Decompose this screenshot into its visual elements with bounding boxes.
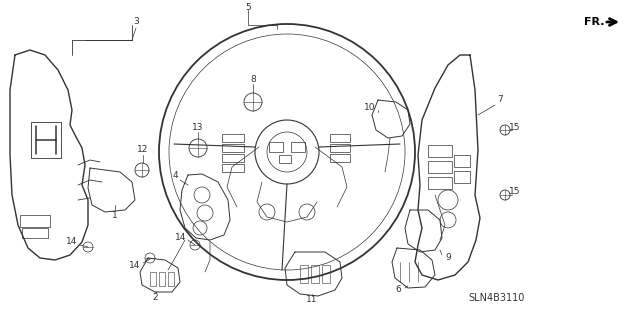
Text: 14: 14	[129, 261, 141, 270]
Text: 13: 13	[192, 122, 204, 131]
Bar	[31, 122, 61, 158]
Bar	[279, 155, 291, 163]
Bar	[222, 154, 244, 162]
Bar	[322, 265, 330, 283]
Bar	[150, 272, 156, 286]
Bar	[330, 134, 350, 142]
Text: 1: 1	[112, 211, 118, 219]
Text: 5: 5	[245, 3, 251, 11]
Bar	[22, 228, 48, 238]
Text: 8: 8	[250, 76, 256, 85]
Text: 14: 14	[175, 234, 187, 242]
Bar	[454, 171, 470, 183]
Bar	[428, 177, 452, 189]
Text: 6: 6	[395, 286, 401, 294]
Text: 11: 11	[307, 295, 317, 305]
Text: 12: 12	[138, 145, 148, 154]
Bar	[159, 272, 165, 286]
Bar	[454, 155, 470, 167]
Bar	[291, 142, 305, 152]
Bar	[428, 145, 452, 157]
Bar	[222, 134, 244, 142]
Text: 7: 7	[497, 95, 503, 105]
Text: 4: 4	[172, 172, 178, 181]
Bar	[222, 144, 244, 152]
Text: 10: 10	[364, 103, 376, 113]
Text: 3: 3	[133, 18, 139, 26]
Bar	[428, 161, 452, 173]
Text: 15: 15	[509, 122, 521, 131]
Bar	[330, 154, 350, 162]
Text: 2: 2	[152, 293, 158, 302]
Text: SLN4B3110: SLN4B3110	[468, 293, 524, 303]
Bar	[20, 215, 50, 227]
Bar	[300, 265, 308, 283]
Bar	[222, 164, 244, 172]
Text: 9: 9	[445, 254, 451, 263]
Bar	[269, 142, 283, 152]
Bar	[311, 265, 319, 283]
Bar	[168, 272, 174, 286]
Text: 15: 15	[509, 188, 521, 197]
Text: FR.: FR.	[584, 17, 604, 27]
Text: 14: 14	[67, 238, 77, 247]
Bar	[330, 144, 350, 152]
